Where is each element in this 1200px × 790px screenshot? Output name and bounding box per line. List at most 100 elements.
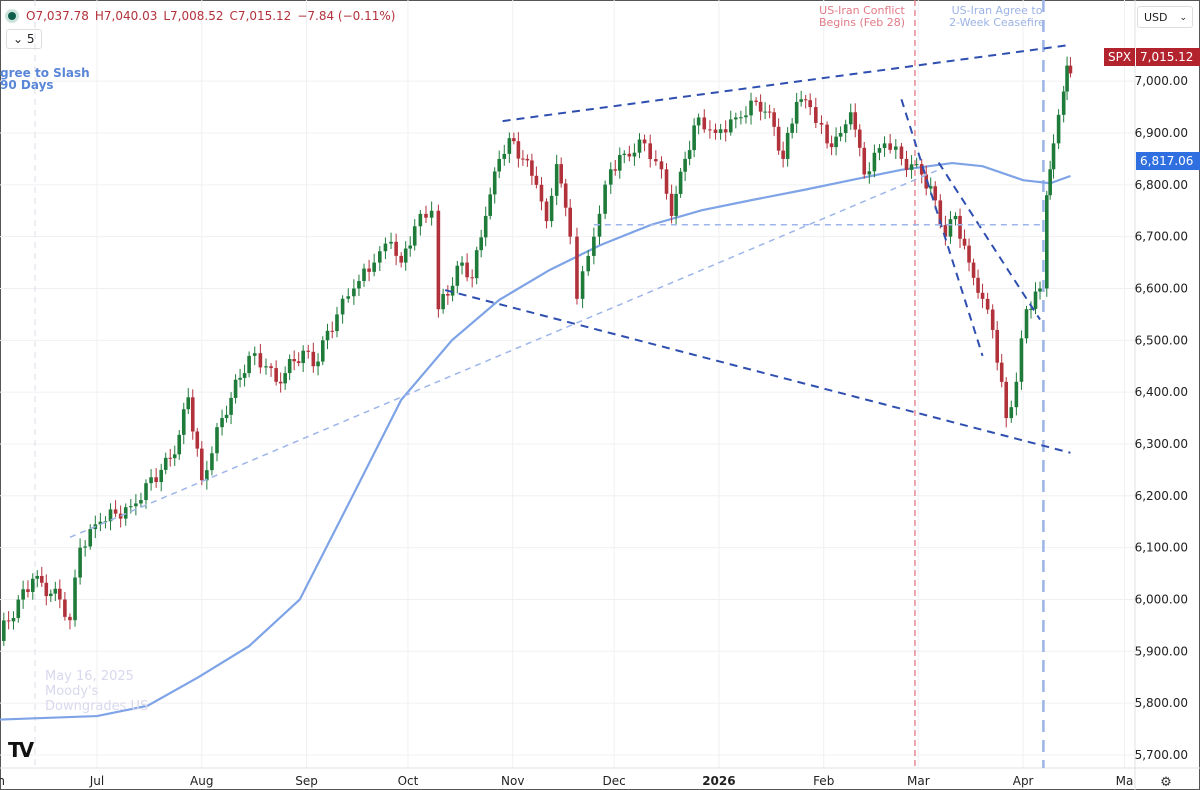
annotation-line: Moody's <box>45 684 99 699</box>
candle-body <box>627 153 632 157</box>
candle-body <box>549 195 554 222</box>
candle-body <box>613 169 618 171</box>
annotation-line: Begins (Feb 28) <box>818 16 906 29</box>
candle-body <box>488 194 493 216</box>
candle-body <box>785 132 790 159</box>
currency-value: USD <box>1144 11 1168 24</box>
candle-body <box>340 298 345 315</box>
candle-body <box>683 158 687 172</box>
candle-body <box>728 119 733 133</box>
candle-body <box>985 298 990 310</box>
y-tick-label: 6,700.00 <box>1135 230 1188 244</box>
chevron-down-icon: ⌄ <box>1179 13 1187 23</box>
candle-body <box>83 546 87 548</box>
candle-body <box>98 521 103 525</box>
candle-body <box>199 448 204 481</box>
candle-body <box>781 150 785 159</box>
moving-average-line <box>0 161 1071 721</box>
candle-body <box>139 500 143 504</box>
settings-gear-icon[interactable]: ⚙ <box>1160 775 1172 790</box>
candle-body <box>967 245 971 263</box>
interval-toggle[interactable]: ⌄ 5 <box>6 29 42 49</box>
candle-body <box>247 355 251 374</box>
candle-body <box>335 314 339 332</box>
candle-body <box>1068 65 1073 74</box>
x-tick-label: Mar <box>907 774 930 788</box>
candle-body <box>632 152 637 157</box>
candle-body <box>608 169 613 185</box>
candle-body <box>78 547 82 578</box>
candle-body <box>252 353 257 356</box>
x-tick-label: Ma <box>1116 774 1134 788</box>
candle-body <box>853 112 858 130</box>
x-tick-label: Feb <box>813 774 834 788</box>
candle-body <box>803 99 808 101</box>
annotation-line: 2-Week Ceasefire <box>949 16 1045 29</box>
candle-body <box>888 143 892 150</box>
candle-body <box>999 362 1004 382</box>
x-tick-label: Jul <box>89 774 104 788</box>
trendline <box>444 289 1071 454</box>
tradingview-logo[interactable]: TV <box>8 738 34 762</box>
candle-body <box>186 397 191 410</box>
candle-body <box>654 159 658 162</box>
candle-body <box>763 111 767 113</box>
annotation-line: May 16, 2025 <box>45 669 134 684</box>
candle-body <box>838 133 843 137</box>
candle-body <box>53 588 58 594</box>
candle-body <box>829 143 834 148</box>
candle-body <box>1033 291 1038 309</box>
candle-body <box>1009 407 1014 419</box>
x-tick-label: 2026 <box>702 774 735 788</box>
candle-body <box>713 129 718 133</box>
candle-body <box>30 578 35 592</box>
candle-body <box>943 225 948 237</box>
candle-body <box>904 158 909 170</box>
candle-body <box>808 100 812 108</box>
y-tick-label: 7,000.00 <box>1135 74 1188 88</box>
candle-body <box>539 184 544 202</box>
candle-body <box>424 213 428 218</box>
candle-body <box>894 146 898 150</box>
x-tick-label: Apr <box>1013 774 1034 788</box>
candle-body <box>460 262 464 266</box>
candle-body <box>168 457 173 459</box>
candle-body <box>144 483 148 501</box>
trendline <box>502 43 1071 123</box>
y-tick-label: 6,000.00 <box>1135 592 1188 606</box>
candle-body <box>479 237 483 251</box>
candle-body <box>718 129 723 133</box>
candle-body <box>586 255 591 272</box>
candle-body <box>316 361 320 367</box>
candle-body <box>296 361 301 364</box>
candle-body <box>575 236 579 299</box>
candle-body <box>1019 338 1024 382</box>
candle-body <box>678 171 683 194</box>
y-tick-label: 6,800.00 <box>1135 178 1188 192</box>
candle-body <box>377 251 382 263</box>
legend-low: L7,008.52 <box>163 9 224 23</box>
candle-body <box>383 243 388 252</box>
candle-body <box>215 427 219 454</box>
candle-body <box>474 250 479 279</box>
candle-body <box>159 469 164 483</box>
candle-body <box>399 255 403 263</box>
candle-body <box>418 213 423 227</box>
candle-body <box>857 129 862 148</box>
candle-body <box>637 139 642 153</box>
trendline <box>69 169 939 538</box>
candle-body <box>862 147 867 175</box>
candle-body <box>559 164 563 184</box>
currency-select[interactable]: USD ⌄ <box>1137 6 1193 28</box>
candle-body <box>530 160 534 176</box>
candle-body <box>39 575 44 583</box>
interval-value: 5 <box>26 32 35 46</box>
candle-body <box>516 141 521 159</box>
candle-body <box>68 616 72 621</box>
last-price: 7,015.12 <box>1140 50 1194 64</box>
candle-body <box>507 138 512 154</box>
candle-body <box>702 117 707 130</box>
candle-body <box>776 126 781 151</box>
candle-body <box>278 381 283 384</box>
